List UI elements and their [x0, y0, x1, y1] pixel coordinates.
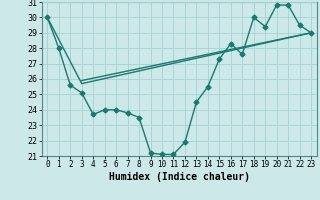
- X-axis label: Humidex (Indice chaleur): Humidex (Indice chaleur): [109, 172, 250, 182]
